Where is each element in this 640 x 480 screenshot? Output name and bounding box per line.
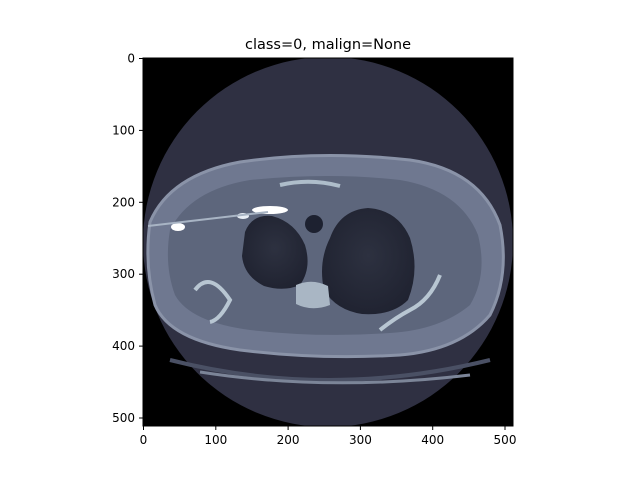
y-tick-label: 400	[112, 339, 135, 353]
scanner-table	[169, 358, 491, 382]
x-tick-label: 200	[277, 433, 300, 447]
x-tick-label: 500	[494, 433, 517, 447]
y-tick-label: 0	[127, 52, 135, 66]
catheter-line	[147, 211, 269, 227]
x-axis: 0 100 200 300 400 500	[140, 426, 517, 447]
x-tick-label: 400	[421, 433, 444, 447]
rib-left	[193, 280, 233, 324]
trachea	[305, 215, 323, 233]
x-tick-label: 100	[204, 433, 227, 447]
lung-right	[322, 208, 415, 315]
scanner-table-base	[199, 370, 471, 385]
contrast-spot-2	[171, 223, 185, 231]
rib-right	[378, 274, 442, 332]
x-tick-label: 300	[349, 433, 372, 447]
ct-image	[143, 58, 513, 426]
lung-left	[242, 215, 308, 289]
y-tick-label: 200	[112, 195, 135, 209]
y-axis: 0 100 200 300 400 500	[112, 52, 143, 425]
y-tick-label: 100	[112, 123, 135, 137]
clavicle	[279, 179, 341, 188]
y-tick-label: 500	[112, 411, 135, 425]
x-tick-label: 0	[140, 433, 148, 447]
axes-frame	[142, 57, 514, 427]
vertebra	[296, 281, 330, 309]
y-tick-label: 300	[112, 267, 135, 281]
figure-title: class=0, malign=None	[245, 37, 411, 53]
